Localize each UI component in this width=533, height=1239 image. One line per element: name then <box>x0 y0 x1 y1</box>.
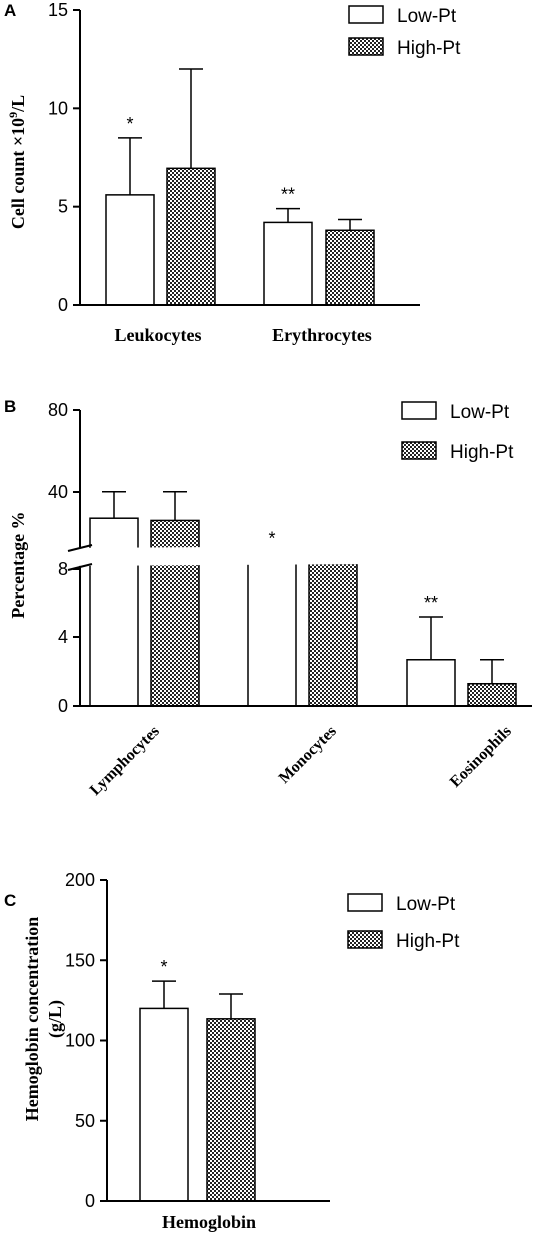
legend-swatch-low-pt <box>401 401 437 420</box>
panel-c-y-tick-label: 50 <box>75 1111 95 1131</box>
legend-swatch-high-pt <box>347 930 383 949</box>
panel-a-y-tick-label: 5 <box>58 197 68 217</box>
panel-b-bar-high-pt <box>467 682 517 707</box>
panel-b-x-category-label: Monocytes <box>276 723 340 787</box>
panel-c-y-tick-label: 200 <box>65 870 95 890</box>
legend-label-high-pt: High-Pt <box>450 442 514 463</box>
panel-b-bar-low-pt <box>247 560 297 707</box>
panel-a-x-category-label: Leukocytes <box>115 325 202 345</box>
panel-b-bar-high-pt <box>308 562 358 707</box>
legend-label-low-pt: Low-Pt <box>450 402 510 423</box>
panel-a-bar-low-pt <box>263 221 313 306</box>
panel-a-legend: Low-Pt High-Pt <box>348 5 461 59</box>
panel-b-bar-low-pt <box>406 659 456 707</box>
panel-c-significance-marker: * <box>160 957 167 977</box>
panel-b: B Percentage % *** 0 4 8 40 80 Lymphocyt… <box>4 397 532 799</box>
panel-c: C Hemoglobin concentration (g/L) * 0 50 … <box>4 870 460 1232</box>
legend-label-low-pt: Low-Pt <box>396 894 456 915</box>
panel-a: A Cell count ×109/L *** 0 5 10 15 Leukoc… <box>4 0 461 345</box>
legend-label-high-pt: High-Pt <box>397 38 461 59</box>
panel-c-y-axis-label-line2: (g/L) <box>45 1000 66 1038</box>
legend-label-high-pt: High-Pt <box>396 931 460 952</box>
panel-c-x-category-label: Hemoglobin <box>162 1212 256 1232</box>
panel-a-y-tick-label: 0 <box>58 295 68 315</box>
legend-swatch-low-pt <box>348 5 384 24</box>
panel-b-y-tick-label: 80 <box>48 400 68 420</box>
panel-a-bars: *** <box>105 68 375 306</box>
panel-b-y-tick-label: 40 <box>48 482 68 502</box>
panel-a-x-category-label: Erythrocytes <box>272 325 372 345</box>
legend-label-low-pt: Low-Pt <box>397 6 457 27</box>
panel-c-y-tick-label: 0 <box>85 1191 95 1211</box>
panel-c-bars: * <box>139 957 256 1202</box>
panel-a-y-tick-label: 15 <box>48 0 68 20</box>
panel-b-x-category-label: Lymphocytes <box>87 723 163 799</box>
panel-b-axis-break-mark <box>67 563 93 571</box>
panel-a-significance-marker: * <box>126 114 133 134</box>
panel-c-bar-low-pt <box>139 1007 189 1202</box>
panel-a-significance-marker: ** <box>281 185 295 205</box>
legend-swatch-high-pt <box>401 441 437 460</box>
panel-a-bar-high-pt <box>166 167 216 306</box>
panel-b-axis-break <box>60 545 532 566</box>
panel-a-y-tick-label: 10 <box>48 98 68 118</box>
panel-label-b: B <box>4 397 16 416</box>
panel-b-x-category-label: Eosinophils <box>447 723 515 791</box>
panel-b-y-axis-label: Percentage % <box>8 511 28 618</box>
panel-b-significance-marker: ** <box>424 593 438 613</box>
panel-label-c: C <box>4 891 16 910</box>
panel-b-y-tick-label: 8 <box>58 559 68 579</box>
panel-b-y-tick-label: 4 <box>58 627 68 647</box>
panel-a-bar-low-pt <box>105 194 155 306</box>
panel-b-bar-low-pt <box>89 517 139 707</box>
panel-c-y-tick-label: 150 <box>65 950 95 970</box>
legend-swatch-low-pt <box>347 893 383 912</box>
panel-c-legend: Low-Pt High-Pt <box>347 893 460 952</box>
panel-b-axis-break-mark <box>67 544 93 552</box>
panel-label-a: A <box>4 1 16 20</box>
panel-b-y-tick-label: 0 <box>58 696 68 716</box>
legend-swatch-high-pt <box>348 37 384 56</box>
panel-c-bar-high-pt <box>206 1018 256 1202</box>
panel-b-significance-marker: * <box>268 528 275 548</box>
panel-b-legend: Low-Pt High-Pt <box>401 401 514 463</box>
panel-a-y-axis-label: Cell count ×109/L <box>6 95 28 229</box>
panel-a-bar-high-pt <box>325 229 375 306</box>
panel-b-bars: *** <box>89 490 517 707</box>
panel-c-y-tick-label: 100 <box>65 1031 95 1051</box>
panel-c-y-axis-label-line1: Hemoglobin concentration <box>22 917 42 1122</box>
